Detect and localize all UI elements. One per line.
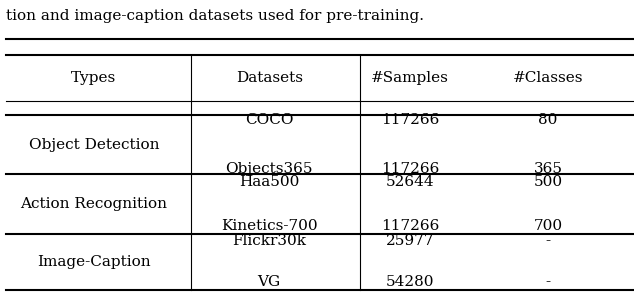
Text: -: - [545, 275, 550, 289]
Text: Objects365: Objects365 [226, 162, 313, 176]
Text: -: - [545, 234, 550, 248]
Text: COCO: COCO [245, 113, 294, 127]
Text: Action Recognition: Action Recognition [20, 197, 167, 211]
Text: 700: 700 [533, 219, 562, 233]
Text: 52644: 52644 [386, 175, 434, 190]
Text: VG: VG [257, 275, 281, 289]
Text: 500: 500 [533, 175, 562, 190]
Text: Kinetics-700: Kinetics-700 [221, 219, 318, 233]
Text: tion and image-caption datasets used for pre-training.: tion and image-caption datasets used for… [6, 9, 424, 23]
Text: Object Detection: Object Detection [29, 138, 159, 152]
Text: #Samples: #Samples [372, 71, 449, 85]
Text: 54280: 54280 [386, 275, 434, 289]
Text: Types: Types [71, 71, 117, 85]
Text: Haa500: Haa500 [239, 175, 299, 190]
Text: 80: 80 [538, 113, 558, 127]
Text: 117266: 117266 [381, 162, 439, 176]
Text: 117266: 117266 [381, 113, 439, 127]
Text: Datasets: Datasets [236, 71, 302, 85]
Text: 365: 365 [534, 162, 562, 176]
Text: 25977: 25977 [386, 234, 434, 248]
Text: Image-Caption: Image-Caption [37, 255, 151, 269]
Text: #Classes: #Classes [513, 71, 583, 85]
Text: 117266: 117266 [381, 219, 439, 233]
Text: Flickr30k: Flickr30k [232, 234, 306, 248]
